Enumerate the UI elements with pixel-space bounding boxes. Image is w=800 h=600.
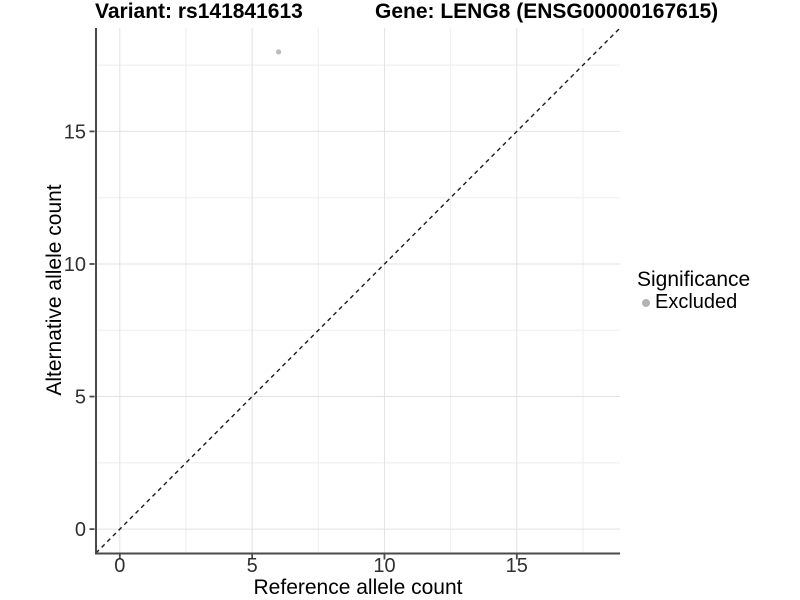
plot-title-gene: Gene: LENG8 (ENSG00000167615)	[375, 0, 719, 23]
legend-point-icon	[642, 298, 650, 307]
y-tick-label: 5	[75, 387, 86, 409]
y-tick-label: 10	[64, 254, 86, 276]
legend: Significance Excluded	[637, 268, 750, 313]
x-tick-label: 15	[506, 555, 528, 577]
legend-title: Significance	[637, 268, 751, 291]
identity-line	[95, 27, 621, 554]
data-point-excluded	[276, 49, 282, 55]
x-tick-label: 10	[373, 555, 395, 577]
x-axis-title: Reference allele count	[253, 576, 463, 599]
y-tick-label: 15	[64, 121, 86, 143]
legend-label: Excluded	[655, 291, 738, 313]
y-tick-label: 0	[75, 519, 86, 541]
x-tick-label: 5	[247, 555, 258, 577]
x-tick-label: 0	[114, 555, 125, 577]
legend-item-excluded: Excluded	[637, 291, 750, 313]
y-axis-title: Alternative allele count	[43, 184, 66, 396]
plot-title-variant: Variant: rs141841613	[95, 0, 303, 23]
